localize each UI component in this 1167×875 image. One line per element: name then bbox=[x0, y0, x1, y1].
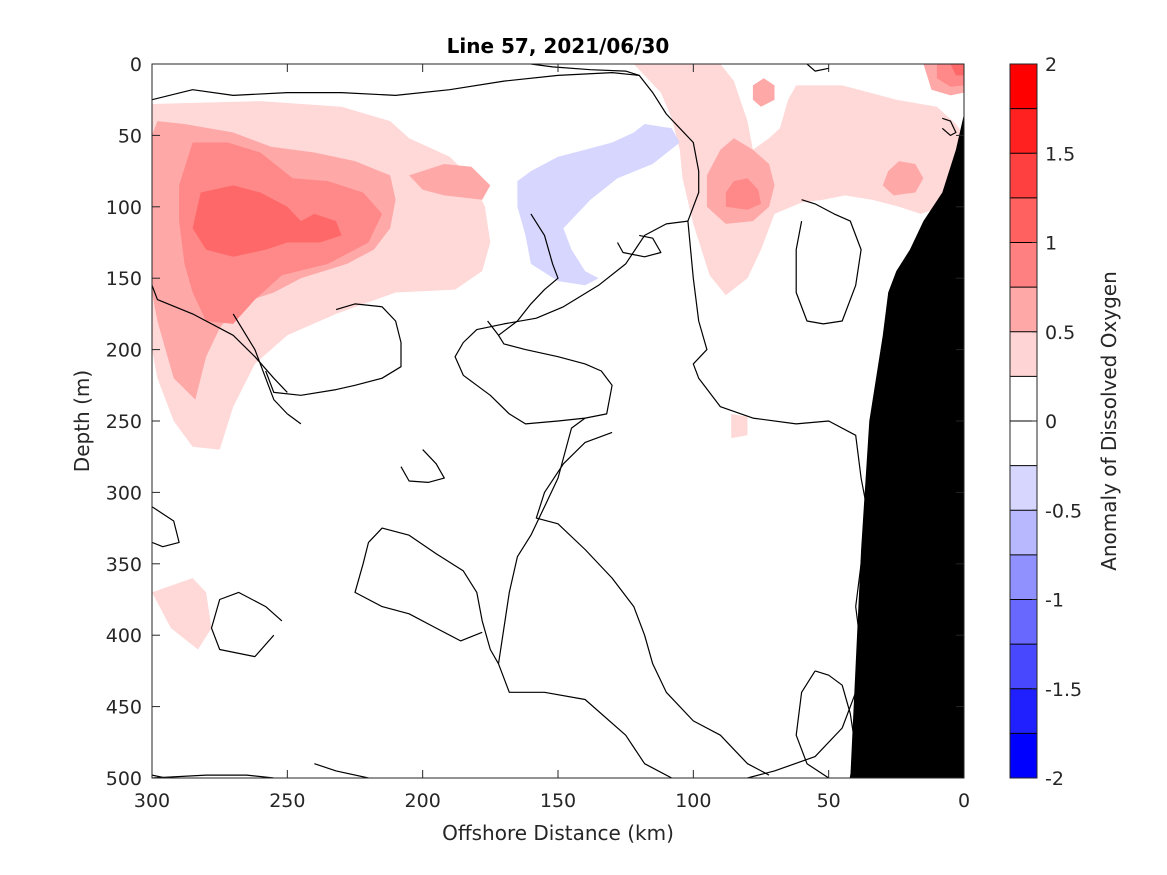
contour-line-23 bbox=[806, 64, 829, 72]
fill-region-4-0 bbox=[517, 124, 680, 286]
chart-title: Line 57, 2021/06/30 bbox=[447, 34, 670, 58]
colorbar-segment-4 bbox=[1010, 242, 1037, 288]
contour-line-1 bbox=[530, 64, 640, 76]
colorbar-tick-label: 0 bbox=[1045, 411, 1057, 433]
contour-line-13 bbox=[795, 670, 830, 778]
contour-line-3 bbox=[498, 213, 559, 336]
colorbar-tick-label: -2 bbox=[1045, 768, 1064, 790]
x-tick-label: 50 bbox=[817, 790, 841, 812]
x-tick-label: 250 bbox=[269, 790, 305, 812]
colorbar-segment-1 bbox=[1010, 108, 1037, 154]
contour-line-19 bbox=[941, 117, 957, 136]
contour-line-4 bbox=[152, 285, 288, 393]
fill-region-1-1 bbox=[409, 164, 491, 200]
fill-region-1-3 bbox=[882, 161, 924, 196]
y-tick-label: 350 bbox=[106, 554, 142, 576]
colorbar-tick-label: 0.5 bbox=[1045, 322, 1075, 344]
colorbar-tick-label: -0.5 bbox=[1045, 500, 1082, 522]
colorbar-segment-5 bbox=[1010, 287, 1037, 332]
colorbar-segment-8 bbox=[1010, 421, 1037, 466]
y-tick-label: 400 bbox=[106, 625, 142, 647]
x-tick-label: 200 bbox=[405, 790, 441, 812]
contour-line-5 bbox=[232, 313, 288, 415]
contour-line-16 bbox=[152, 506, 180, 548]
colorbar-segment-14 bbox=[1010, 688, 1037, 734]
y-tick-label: 500 bbox=[106, 768, 142, 790]
colorbar: 2 1.5 1 0.5 0 -0.5 -1 -1.5 -2 bbox=[1009, 54, 1082, 790]
x-axis: 300 250 200 150 100 50 0 bbox=[134, 64, 970, 812]
fill-region-0-2 bbox=[152, 578, 212, 650]
contour-line-6 bbox=[286, 413, 302, 425]
contour-line-7 bbox=[265, 370, 356, 396]
colorbar-segment-15 bbox=[1010, 733, 1037, 778]
colorbar-segment-12 bbox=[1010, 599, 1037, 645]
contour-line-9 bbox=[497, 417, 672, 778]
seafloor bbox=[850, 114, 964, 778]
seafloor-group bbox=[850, 114, 964, 778]
y-tick-label: 150 bbox=[106, 268, 142, 290]
x-tick-label: 0 bbox=[958, 790, 970, 812]
contour-line-17 bbox=[616, 234, 662, 258]
x-tick-label: 150 bbox=[540, 790, 576, 812]
y-tick-label: 450 bbox=[106, 697, 142, 719]
x-tick-label: 100 bbox=[675, 790, 711, 812]
x-tick-label: 300 bbox=[134, 790, 170, 812]
contour-line-10 bbox=[535, 431, 770, 776]
contour-line-2 bbox=[454, 220, 688, 425]
x-axis-label: Offshore Distance (km) bbox=[442, 821, 674, 845]
fill-region-0-3 bbox=[731, 413, 748, 439]
colorbar-tick-label: 2 bbox=[1045, 54, 1057, 76]
y-tick-label: 200 bbox=[106, 340, 142, 362]
colorbar-tick-label: -1 bbox=[1045, 590, 1064, 612]
colorbar-label: Anomaly of Dissolved Oxygen bbox=[1097, 271, 1121, 571]
fill-region-2-1 bbox=[725, 178, 761, 210]
y-tick-label: 0 bbox=[130, 54, 142, 76]
y-tick-label: 300 bbox=[106, 482, 142, 504]
contour-line-21 bbox=[152, 774, 274, 778]
y-tick-label: 50 bbox=[118, 125, 142, 147]
colorbar-segment-0 bbox=[1010, 64, 1037, 109]
colorbar-tick-label: -1.5 bbox=[1045, 679, 1082, 701]
contour-line-8 bbox=[335, 303, 402, 386]
y-axis: 0 50 100 150 200 250 300 350 400 450 500 bbox=[106, 54, 964, 790]
contour-fills bbox=[152, 64, 964, 650]
colorbar-segment-3 bbox=[1010, 197, 1037, 243]
colorbar-segment-10 bbox=[1010, 510, 1037, 555]
colorbar-segment-6 bbox=[1010, 331, 1037, 377]
colorbar-segment-2 bbox=[1010, 153, 1037, 198]
fill-region-3-1 bbox=[950, 64, 964, 76]
colorbar-segment-7 bbox=[1010, 376, 1037, 421]
contour-line-0 bbox=[152, 72, 870, 778]
contour-line-14 bbox=[400, 449, 445, 483]
contour-line-18 bbox=[795, 199, 862, 325]
y-tick-label: 250 bbox=[106, 411, 142, 433]
colorbar-segment-11 bbox=[1010, 554, 1037, 600]
colorbar-tick-label: 1 bbox=[1045, 233, 1057, 255]
fill-region-3-0 bbox=[192, 185, 342, 257]
colorbar-segment-13 bbox=[1010, 644, 1037, 689]
contour-line-22 bbox=[314, 763, 369, 778]
fill-region-1-4 bbox=[752, 78, 775, 107]
colorbar-segment-9 bbox=[1010, 465, 1037, 511]
colorbar-tick-label: 1.5 bbox=[1045, 143, 1075, 165]
contour-line-15 bbox=[210, 591, 283, 658]
fill-region-0-1 bbox=[633, 64, 964, 296]
y-axis-label: Depth (m) bbox=[70, 370, 94, 472]
contour-line-11 bbox=[354, 527, 500, 665]
y-tick-label: 100 bbox=[106, 197, 142, 219]
zero-contour-lines bbox=[152, 64, 957, 778]
